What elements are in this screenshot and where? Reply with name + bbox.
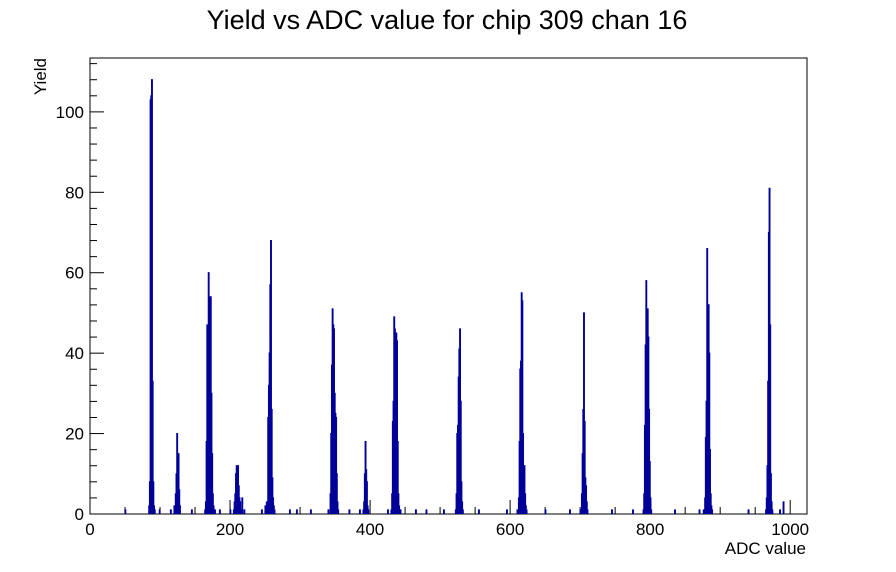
x-tick-label: 0 [85,520,94,539]
x-axis-label: ADC value [725,539,806,558]
y-tick-label: 80 [65,183,84,202]
y-tick-label: 20 [65,425,84,444]
tick-labels: 0 200 400 600 800 1000 0 20 40 60 80 100 [56,103,809,539]
axis-ticks [89,63,791,515]
y-tick-label: 60 [65,264,84,283]
x-tick-label: 200 [216,520,244,539]
x-tick-label: 400 [356,520,384,539]
histogram-series [124,79,785,514]
x-tick-label: 1000 [771,520,809,539]
plot-frame [89,57,808,515]
y-axis-label: Yield [31,58,50,95]
histogram-outline [124,79,785,514]
y-tick-label: 100 [56,103,84,122]
x-tick-label: 600 [496,520,524,539]
chart-title: Yield vs ADC value for chip 309 chan 16 [207,5,688,35]
y-tick-label: 40 [65,344,84,363]
x-tick-label: 800 [636,520,664,539]
y-tick-label: 0 [75,505,84,524]
